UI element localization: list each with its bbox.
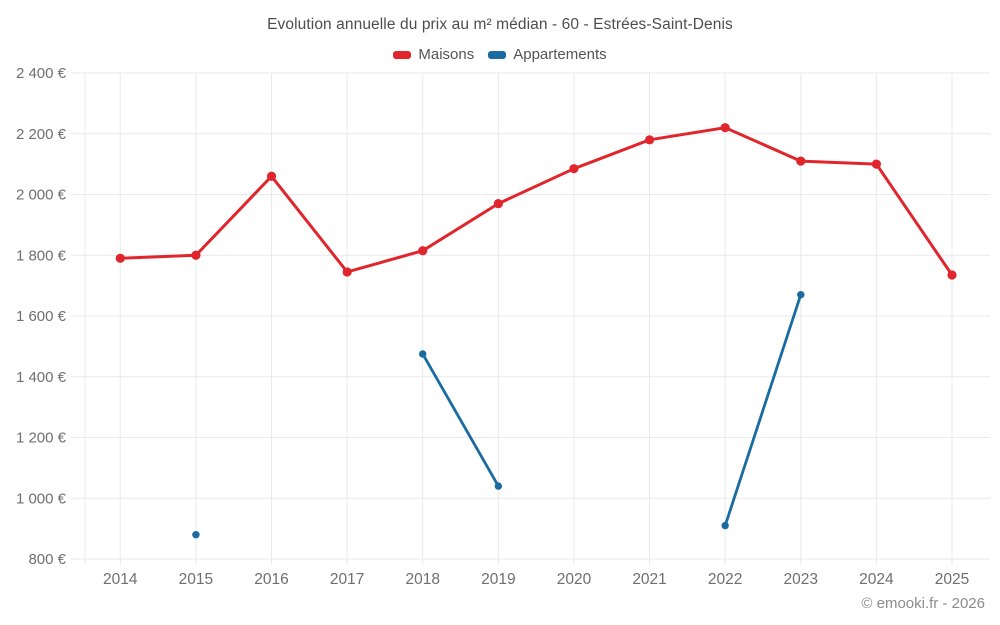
x-axis-label: 2014 — [103, 571, 138, 588]
legend-item-appartements[interactable]: Appartements — [488, 46, 607, 63]
legend-label-maisons: Maisons — [418, 46, 475, 63]
data-point-maisons-2021 — [644, 135, 655, 145]
y-axis-label: 800 € — [28, 551, 66, 568]
x-axis-label: 2020 — [557, 571, 592, 588]
x-axis-label: 2021 — [632, 571, 666, 588]
data-point-appartements-2023 — [797, 291, 805, 299]
data-point-maisons-2018 — [418, 246, 428, 256]
data-point-maisons-2014 — [115, 253, 125, 263]
legend-label-appartements: Appartements — [513, 46, 607, 63]
data-point-maisons-2022 — [720, 123, 730, 133]
chart-legend: Maisons Appartements — [0, 46, 1000, 63]
x-axis-label: 2019 — [481, 571, 515, 588]
y-axis-label: 1 600 € — [16, 308, 67, 325]
y-axis-label: 2 400 € — [16, 65, 67, 82]
x-axis-label: 2018 — [405, 571, 439, 588]
x-axis-label: 2015 — [179, 571, 213, 588]
series-line-appartements — [421, 352, 500, 488]
data-point-maisons-2025 — [947, 270, 957, 280]
data-point-maisons-2023 — [796, 156, 806, 166]
data-point-maisons-2017 — [342, 267, 352, 277]
chart-title: Evolution annuelle du prix au m² médian … — [267, 16, 733, 33]
y-axis-label: 1 400 € — [16, 369, 67, 386]
y-axis-label: 1 800 € — [16, 247, 67, 264]
data-point-maisons-2019 — [493, 199, 503, 209]
data-point-appartements-2019 — [494, 482, 503, 490]
x-axis-label: 2016 — [254, 571, 288, 588]
legend-swatch-maisons-icon — [393, 50, 412, 59]
data-point-maisons-2015 — [191, 250, 201, 260]
x-axis-label: 2025 — [935, 571, 969, 588]
legend-item-maisons[interactable]: Maisons — [393, 46, 474, 63]
series-line-maisons — [118, 126, 954, 277]
data-point-appartements-2022 — [721, 521, 729, 530]
series-line-appartements — [723, 293, 803, 527]
y-axis-label: 2 000 € — [16, 187, 67, 204]
y-axis-label: 1 000 € — [16, 490, 67, 507]
copyright-footer: © emooki.fr - 2026 — [861, 595, 985, 612]
x-axis-label: 2022 — [708, 571, 742, 588]
legend-swatch-appartements-icon — [488, 50, 507, 59]
data-point-maisons-2020 — [569, 164, 579, 174]
data-point-appartements-2015 — [192, 531, 200, 539]
x-axis-label: 2023 — [784, 571, 818, 588]
x-axis-label: 2024 — [859, 571, 894, 588]
data-point-maisons-2024 — [871, 159, 881, 169]
data-point-appartements-2018 — [419, 350, 427, 358]
x-axis-label: 2017 — [330, 571, 364, 588]
y-axis-label: 1 200 € — [16, 430, 67, 447]
data-point-maisons-2016 — [266, 171, 277, 181]
y-axis-label: 2 200 € — [16, 126, 67, 143]
